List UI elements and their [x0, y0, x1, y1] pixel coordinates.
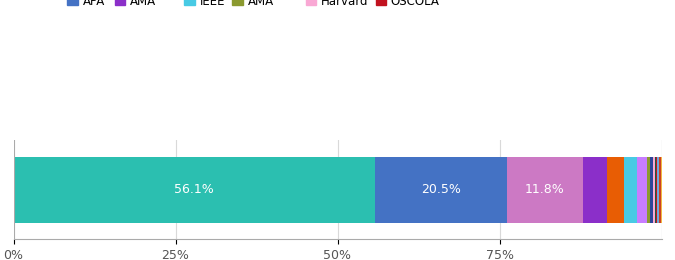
- Bar: [656, 157, 657, 223]
- Bar: [659, 157, 661, 223]
- Text: 56.1%: 56.1%: [174, 183, 214, 196]
- Legend: MLA, APA, Chicago, AMA, ACS, IEEE, Turabian, AMA, NLM, Harvard, Vancouver, OSCOL: MLA, APA, Chicago, AMA, ACS, IEEE, Turab…: [65, 0, 610, 10]
- Bar: [650, 157, 653, 223]
- Bar: [657, 157, 659, 223]
- Text: 20.5%: 20.5%: [421, 183, 461, 196]
- Bar: [14, 157, 375, 223]
- Bar: [507, 157, 583, 223]
- Bar: [608, 157, 624, 223]
- Bar: [655, 157, 656, 223]
- Text: 11.8%: 11.8%: [525, 183, 565, 196]
- Bar: [375, 157, 507, 223]
- Bar: [647, 157, 650, 223]
- Bar: [583, 157, 608, 223]
- Bar: [653, 157, 655, 223]
- Bar: [624, 157, 637, 223]
- Bar: [637, 157, 647, 223]
